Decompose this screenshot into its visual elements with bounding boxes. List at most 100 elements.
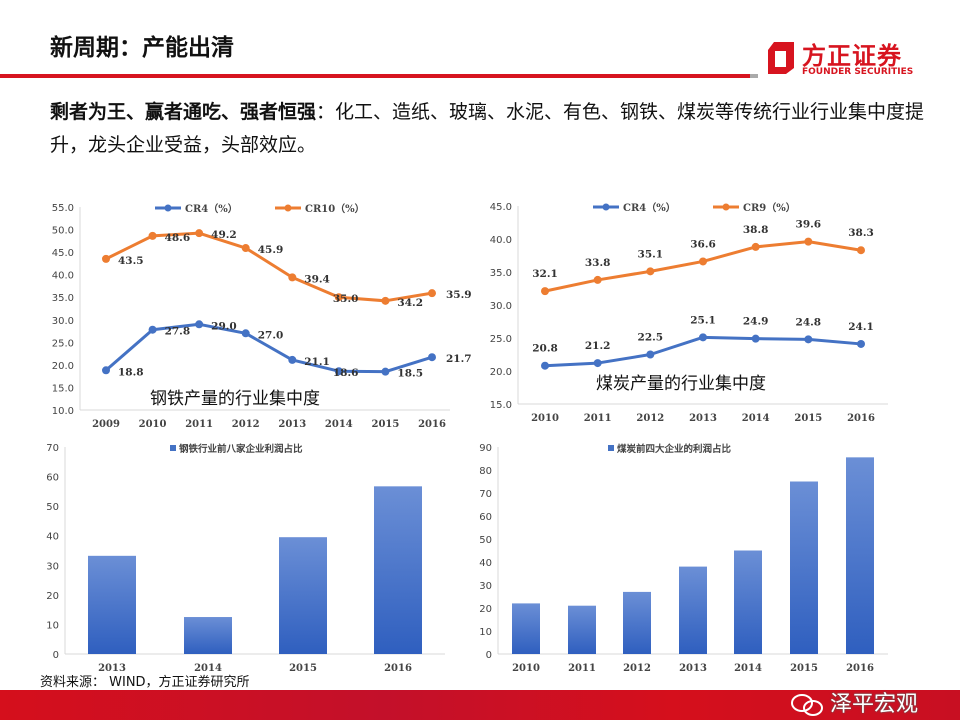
data-point bbox=[102, 254, 110, 263]
data-point bbox=[646, 267, 655, 276]
y-tick-label: 80 bbox=[479, 466, 492, 477]
data-label: 24.9 bbox=[743, 316, 769, 328]
y-tick-label: 30.0 bbox=[490, 301, 512, 312]
legend-marker bbox=[602, 203, 610, 211]
y-tick-label: 70 bbox=[479, 489, 492, 500]
data-label: 32.1 bbox=[532, 268, 558, 280]
legend-marker bbox=[164, 204, 172, 212]
x-tick-label: 2011 bbox=[185, 419, 213, 430]
x-tick-label: 2015 bbox=[790, 663, 818, 674]
data-label: 18.6 bbox=[333, 367, 359, 379]
y-tick-label: 90 bbox=[479, 443, 492, 454]
data-point bbox=[195, 229, 204, 238]
x-tick-label: 2013 bbox=[98, 663, 126, 674]
data-point bbox=[381, 296, 390, 305]
y-tick-label: 50 bbox=[46, 502, 59, 513]
data-label: 24.1 bbox=[848, 321, 874, 333]
y-tick-label: 10 bbox=[46, 620, 59, 631]
x-tick-label: 2015 bbox=[289, 663, 317, 674]
data-label: 27.8 bbox=[165, 326, 191, 338]
legend-label: CR4（%） bbox=[623, 201, 676, 214]
data-label: 21.2 bbox=[585, 340, 611, 352]
body-paragraph: 剩者为王、赢者通吃、强者恒强：化工、造纸、玻璃、水泥、有色、钢铁、煤炭等传统行业… bbox=[50, 96, 930, 162]
x-tick-label: 2011 bbox=[584, 413, 612, 424]
x-tick-label: 2016 bbox=[846, 663, 874, 674]
data-point bbox=[699, 333, 707, 342]
data-point bbox=[288, 355, 297, 364]
x-tick-label: 2015 bbox=[372, 419, 400, 430]
source-note: 资料来源： WIND，方正证券研究所 bbox=[40, 675, 250, 690]
bar bbox=[790, 481, 818, 654]
x-tick-label: 2013 bbox=[278, 419, 306, 430]
y-tick-label: 70 bbox=[46, 443, 59, 454]
data-label: 21.7 bbox=[446, 353, 472, 365]
y-tick-label: 10.0 bbox=[52, 406, 74, 417]
data-label: 18.8 bbox=[118, 366, 144, 378]
data-point bbox=[288, 273, 297, 282]
steel-concentration-line-chart: 10.0 15.0 20.0 25.0 30.0 35.0 40.0 45.0 50.0 55.0… bbox=[52, 202, 472, 430]
data-label: 35.1 bbox=[638, 248, 664, 260]
data-label: 24.8 bbox=[796, 316, 822, 328]
y-tick-label: 30 bbox=[479, 581, 492, 592]
y-tick-label: 30 bbox=[46, 561, 59, 572]
data-point bbox=[857, 339, 865, 348]
data-point bbox=[804, 237, 813, 246]
data-label: 18.5 bbox=[397, 368, 423, 380]
data-point bbox=[541, 287, 549, 296]
data-label: 38.3 bbox=[848, 227, 874, 239]
y-tick-label: 60 bbox=[46, 473, 59, 484]
data-label: 38.8 bbox=[743, 224, 769, 236]
data-point bbox=[428, 289, 436, 298]
data-label: 36.6 bbox=[690, 238, 716, 250]
y-tick-label: 60 bbox=[479, 512, 492, 523]
y-tick-label: 40 bbox=[479, 558, 492, 569]
legend-label: CR10（%） bbox=[305, 202, 365, 215]
data-label: 39.4 bbox=[304, 273, 330, 285]
data-point bbox=[195, 320, 204, 329]
logo-text-en: FOUNDER SECURITIES bbox=[802, 67, 914, 77]
data-label: 35.0 bbox=[333, 293, 359, 305]
legend-swatch bbox=[170, 445, 176, 451]
legend-label: CR9（%） bbox=[743, 201, 796, 214]
data-point bbox=[148, 325, 157, 334]
coal-concentration-line-chart: 15.0 20.0 25.0 30.0 35.0 40.0 45.0 2010 2011 2012… bbox=[490, 201, 888, 424]
bar bbox=[623, 591, 651, 654]
legend-marker bbox=[722, 203, 730, 211]
legend-label: 钢铁行业前八家企业利润占比 bbox=[179, 443, 303, 455]
bar bbox=[679, 566, 707, 654]
body-rest: ：化工、造纸、玻璃、水泥、有色、钢铁、煤炭等传统行业行业集中度提升，龙头企业受益… bbox=[50, 101, 925, 156]
bar bbox=[88, 555, 136, 654]
data-label: 49.2 bbox=[211, 229, 237, 241]
x-tick-label: 2013 bbox=[689, 413, 717, 424]
title-rule-end bbox=[750, 74, 758, 78]
x-tick-label: 2012 bbox=[232, 419, 260, 430]
data-label: 21.1 bbox=[304, 356, 330, 368]
x-tick-label: 2010 bbox=[531, 413, 559, 424]
y-tick-label: 25.0 bbox=[490, 334, 512, 345]
data-point bbox=[804, 335, 813, 344]
y-tick-label: 45.0 bbox=[490, 202, 512, 213]
data-point bbox=[751, 242, 760, 251]
data-point bbox=[334, 367, 343, 376]
series-line bbox=[105, 322, 433, 374]
y-tick-label: 45.0 bbox=[52, 248, 74, 259]
coal-profit-share-bar-chart: 0 10 20 30 40 50 60 70 80 90 2010 2011 2012 2013 2014 2… bbox=[479, 443, 888, 674]
watermark-text: 泽平宏观 bbox=[830, 692, 919, 717]
data-point bbox=[148, 231, 157, 240]
y-tick-label: 20 bbox=[479, 604, 492, 615]
y-tick-label: 40.0 bbox=[52, 271, 74, 282]
founder-securities-logo: 方正证券 FOUNDER SECURITIES bbox=[766, 36, 946, 80]
y-tick-label: 10 bbox=[479, 627, 492, 638]
title-rule bbox=[0, 74, 750, 78]
bar bbox=[568, 605, 596, 654]
y-tick-label: 50 bbox=[479, 535, 492, 546]
data-label: 33.8 bbox=[585, 257, 611, 269]
x-tick-label: 2014 bbox=[325, 419, 353, 430]
data-label: 29.0 bbox=[211, 320, 237, 332]
data-point bbox=[334, 293, 343, 302]
y-tick-label: 0 bbox=[53, 650, 59, 661]
legend-marker bbox=[284, 204, 292, 212]
y-tick-label: 15.0 bbox=[52, 383, 74, 394]
slide-title: 新周期：产能出清 bbox=[50, 35, 234, 61]
